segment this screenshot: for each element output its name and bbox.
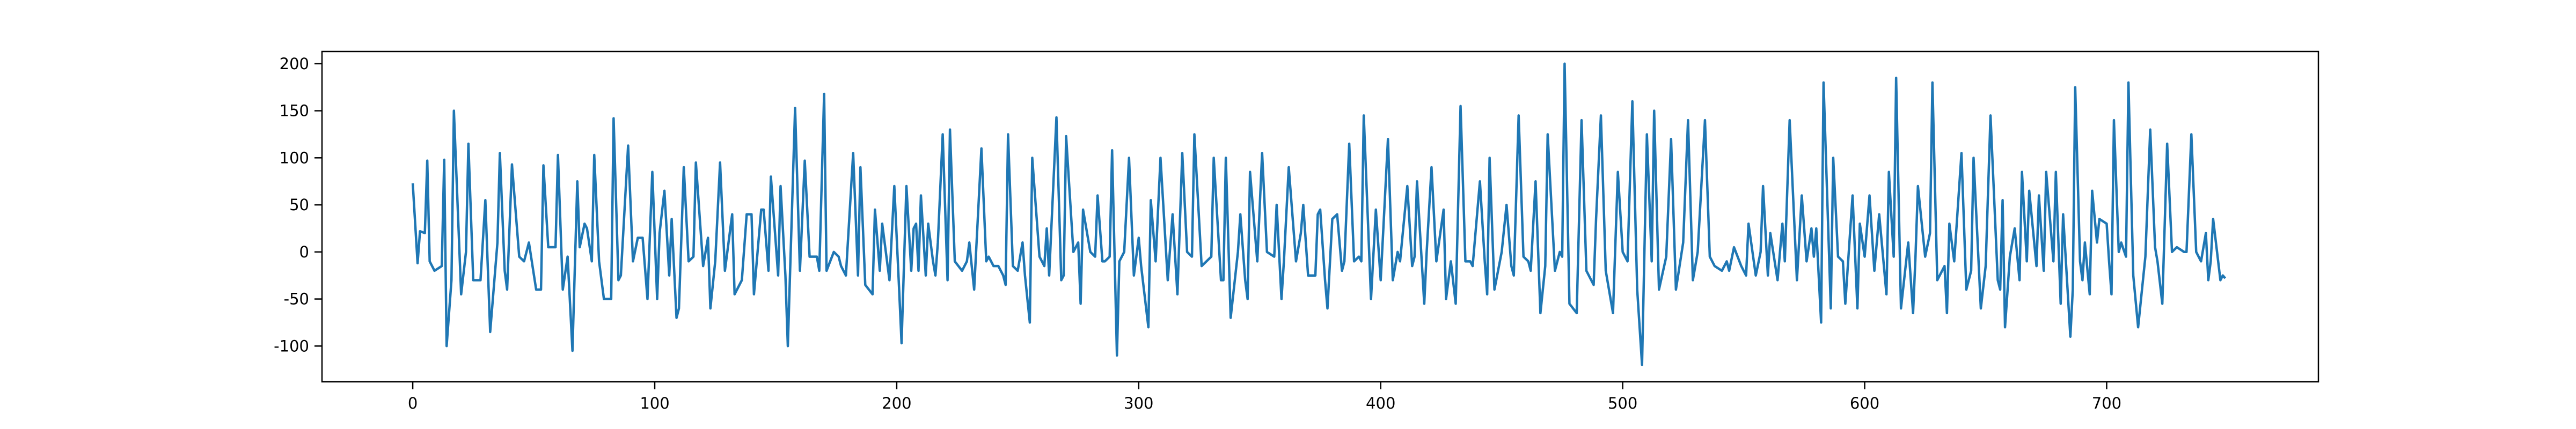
x-tick-label: 200 bbox=[882, 394, 911, 412]
x-tick-label: 300 bbox=[1124, 394, 1153, 412]
y-tick-label: -50 bbox=[284, 290, 309, 308]
y-tick-label: 50 bbox=[289, 196, 309, 214]
x-tick-label: 0 bbox=[408, 394, 418, 412]
y-tick-label: 150 bbox=[280, 102, 309, 120]
y-tick-label: -100 bbox=[274, 337, 309, 355]
x-tick-label: 400 bbox=[1366, 394, 1395, 412]
x-tick-label: 600 bbox=[1850, 394, 1879, 412]
x-tick-label: 100 bbox=[640, 394, 669, 412]
y-tick-label: 100 bbox=[280, 149, 309, 167]
data-line bbox=[411, 62, 2227, 366]
x-tick-label: 500 bbox=[1608, 394, 1637, 412]
x-tick-label: 700 bbox=[2092, 394, 2121, 412]
y-tick-label: 200 bbox=[280, 55, 309, 73]
plot-frame bbox=[321, 50, 2319, 383]
y-tick-label: 0 bbox=[299, 243, 309, 261]
